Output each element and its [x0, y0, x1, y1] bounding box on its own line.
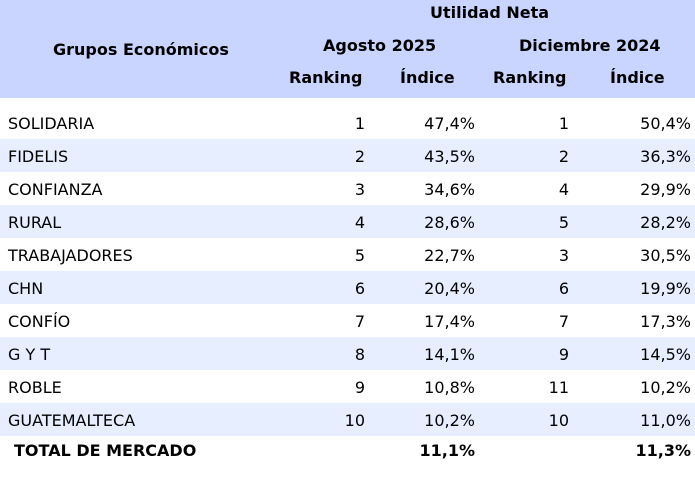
index-p1: 43,5%	[424, 147, 475, 166]
rank-p2: 2	[558, 147, 569, 166]
rank-p1: 4	[354, 213, 365, 232]
group-name: FIDELIS	[8, 147, 69, 166]
index-p1: 47,4%	[424, 114, 475, 133]
index-p2: 10,2%	[640, 378, 691, 397]
index-p1: 10,2%	[424, 411, 475, 430]
group-name: TRABAJADORES	[8, 246, 133, 265]
total-index-p1: 11,1%	[419, 441, 475, 460]
rank-p2: 6	[558, 279, 569, 298]
index-p2: 19,9%	[640, 279, 691, 298]
index-p1: 28,6%	[424, 213, 475, 232]
index-p2: 17,3%	[640, 312, 691, 331]
table-row: CONFÍO 7 17,4% 7 17,3%	[0, 304, 695, 337]
rank-p2: 9	[558, 345, 569, 364]
rank-p1: 7	[354, 312, 365, 331]
rank-p1: 8	[354, 345, 365, 364]
ranking-header-p2: Ranking	[493, 68, 567, 87]
table-row: CHN 6 20,4% 6 19,9%	[0, 271, 695, 304]
rank-p1: 3	[354, 180, 365, 199]
index-p1: 17,4%	[424, 312, 475, 331]
rank-p1: 5	[354, 246, 365, 265]
rank-p2: 5	[558, 213, 569, 232]
index-p2: 29,9%	[640, 180, 691, 199]
rank-p2: 1	[558, 114, 569, 133]
index-p2: 14,5%	[640, 345, 691, 364]
table-row: RURAL 4 28,6% 5 28,2%	[0, 205, 695, 238]
group-name: CONFÍO	[8, 312, 71, 331]
index-p2: 11,0%	[640, 411, 691, 430]
group-name: G Y T	[8, 345, 51, 364]
period1-header: Agosto 2025	[323, 36, 437, 55]
table-row: CONFIANZA 3 34,6% 4 29,9%	[0, 172, 695, 205]
group-name: ROBLE	[8, 378, 62, 397]
rank-p1: 1	[354, 114, 365, 133]
table-row: G Y T 8 14,1% 9 14,5%	[0, 337, 695, 370]
table-header: Grupos Económicos Utilidad Neta Agosto 2…	[0, 0, 695, 98]
total-index-p2: 11,3%	[635, 441, 691, 460]
index-p2: 36,3%	[640, 147, 691, 166]
group-name: SOLIDARIA	[8, 114, 95, 133]
index-p1: 14,1%	[424, 345, 475, 364]
rank-p2: 3	[558, 246, 569, 265]
table-row: FIDELIS 2 43,5% 2 36,3%	[0, 139, 695, 172]
rank-p1: 2	[354, 147, 365, 166]
table-row: SOLIDARIA 1 47,4% 1 50,4%	[0, 106, 695, 139]
table-row: TRABAJADORES 5 22,7% 3 30,5%	[0, 238, 695, 271]
period2-header: Diciembre 2024	[519, 36, 661, 55]
rank-p1: 10	[344, 411, 365, 430]
index-p2: 28,2%	[640, 213, 691, 232]
index-p1: 10,8%	[424, 378, 475, 397]
group-name: CHN	[8, 279, 44, 298]
total-label: TOTAL DE MERCADO	[14, 441, 197, 460]
index-header-p2: Índice	[610, 68, 665, 87]
rank-p2: 10	[548, 411, 569, 430]
index-header-p1: Índice	[400, 68, 455, 87]
rank-p1: 6	[354, 279, 365, 298]
total-row: TOTAL DE MERCADO 11,1% 11,3%	[0, 433, 695, 469]
index-p2: 30,5%	[640, 246, 691, 265]
rank-p2: 4	[558, 180, 569, 199]
rank-p2: 11	[548, 378, 569, 397]
rank-p2: 7	[558, 312, 569, 331]
ranking-header-p1: Ranking	[289, 68, 363, 87]
index-p2: 50,4%	[640, 114, 691, 133]
index-p1: 22,7%	[424, 246, 475, 265]
group-name: CONFIANZA	[8, 180, 103, 199]
group-name: RURAL	[8, 213, 62, 232]
metric-header: Utilidad Neta	[430, 3, 550, 22]
table-row: ROBLE 9 10,8% 11 10,2%	[0, 370, 695, 403]
groups-column-header: Grupos Económicos	[53, 40, 229, 59]
group-name: GUATEMALTECA	[8, 411, 136, 430]
rank-p1: 9	[354, 378, 365, 397]
index-p1: 20,4%	[424, 279, 475, 298]
index-p1: 34,6%	[424, 180, 475, 199]
table-row: GUATEMALTECA 10 10,2% 10 11,0%	[0, 403, 695, 436]
